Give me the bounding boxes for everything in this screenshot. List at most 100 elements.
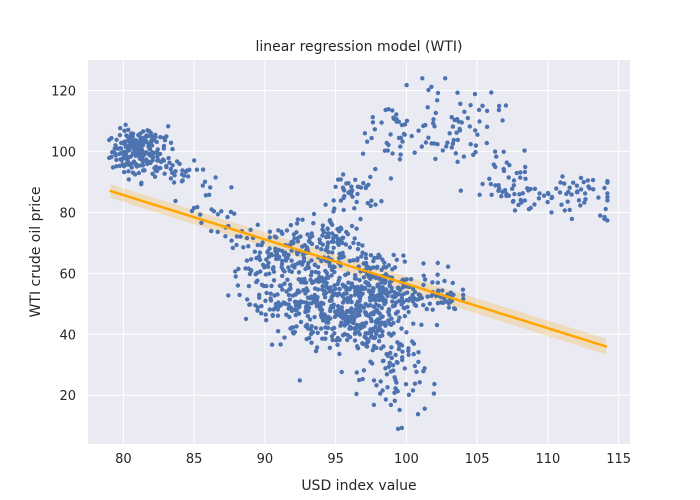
scatter-point: [348, 326, 353, 331]
scatter-point: [454, 130, 459, 135]
scatter-point: [390, 304, 396, 309]
scatter-point: [412, 363, 418, 369]
scatter-point: [371, 286, 376, 291]
scatter-point: [166, 124, 171, 129]
scatter-point: [574, 189, 580, 195]
scatter-point: [532, 186, 538, 191]
scatter-point: [387, 283, 392, 288]
scatter-point: [279, 261, 285, 267]
scatter-point: [402, 122, 408, 127]
scatter-point: [569, 192, 574, 197]
scatter-point: [389, 355, 394, 360]
scatter-point: [523, 176, 528, 181]
scatter-point: [404, 82, 409, 88]
scatter-point: [309, 340, 314, 345]
scatter-point: [351, 240, 356, 246]
scatter-point: [373, 298, 378, 303]
scatter-point: [164, 163, 169, 169]
scatter-point: [294, 308, 299, 313]
scatter-point: [545, 199, 550, 205]
scatter-point: [268, 291, 273, 296]
scatter-point: [353, 307, 358, 312]
scatter-point: [380, 329, 385, 334]
scatter-point: [468, 142, 473, 147]
scatter-point: [480, 103, 485, 109]
scatter-point: [377, 291, 382, 297]
scatter-point: [468, 103, 473, 108]
scatter-point: [400, 349, 405, 354]
scatter-point: [430, 307, 435, 312]
scatter-point: [392, 398, 397, 403]
scatter-point: [354, 226, 359, 231]
scatter-point: [320, 223, 326, 228]
scatter-point: [295, 239, 301, 244]
scatter-point: [352, 331, 358, 336]
scatter-point: [518, 175, 523, 180]
scatter-point: [433, 156, 438, 162]
scatter-point: [329, 239, 335, 244]
scatter-point: [136, 170, 142, 176]
scatter-point: [180, 168, 185, 173]
scatter-point: [377, 254, 382, 259]
scatter-point: [400, 357, 405, 363]
scatter-point: [484, 124, 490, 129]
scatter-point: [172, 173, 177, 178]
scatter-point: [445, 140, 450, 145]
scatter-point: [252, 249, 257, 254]
scatter-point: [586, 184, 591, 189]
scatter-point: [440, 148, 445, 153]
scatter-point: [270, 313, 275, 318]
scatter-point: [309, 241, 315, 247]
scatter-point: [374, 265, 379, 270]
scatter-point: [319, 247, 324, 252]
scatter-point: [366, 289, 372, 294]
scatter-point: [399, 326, 404, 331]
scatter-point: [215, 229, 220, 235]
scatter-point: [377, 311, 382, 316]
scatter-point: [139, 136, 144, 141]
scatter-point: [303, 266, 308, 272]
scatter-point: [512, 191, 517, 197]
scatter-point: [402, 366, 407, 371]
scatter-point: [391, 252, 396, 258]
scatter-point: [255, 278, 260, 283]
scatter-point: [284, 312, 289, 317]
scatter-point: [253, 303, 258, 308]
scatter-point: [267, 307, 272, 312]
scatter-point: [409, 133, 414, 139]
scatter-point: [411, 341, 417, 346]
scatter-point: [334, 234, 339, 239]
scatter-point: [294, 221, 300, 226]
scatter-point: [140, 163, 146, 168]
scatter-point: [319, 258, 324, 264]
scatter-point: [477, 119, 482, 124]
scatter-point: [346, 316, 351, 322]
scatter-point: [161, 143, 167, 149]
scatter-point: [331, 198, 336, 203]
scatter-point: [458, 101, 463, 107]
scatter-point: [320, 227, 325, 232]
x-tick-label: 95: [327, 452, 344, 467]
scatter-point: [332, 283, 337, 288]
scatter-point: [323, 325, 328, 330]
scatter-point: [311, 279, 317, 284]
scatter-point: [493, 183, 498, 188]
scatter-point: [305, 232, 310, 237]
scatter-point: [170, 163, 175, 168]
scatter-point: [332, 269, 337, 275]
scatter-point: [387, 290, 392, 295]
scatter-point: [462, 109, 467, 115]
scatter-point: [300, 278, 305, 284]
scatter-point: [139, 157, 144, 162]
scatter-point: [517, 192, 522, 197]
scatter-point: [158, 165, 163, 171]
scatter-point: [360, 151, 366, 156]
scatter-point: [465, 115, 470, 121]
scatter-point: [420, 76, 425, 81]
scatter-point: [404, 330, 409, 335]
scatter-point: [360, 341, 366, 346]
scatter-point: [142, 137, 148, 142]
scatter-point: [360, 243, 365, 248]
scatter-point: [142, 168, 147, 173]
scatter-point: [450, 141, 456, 146]
